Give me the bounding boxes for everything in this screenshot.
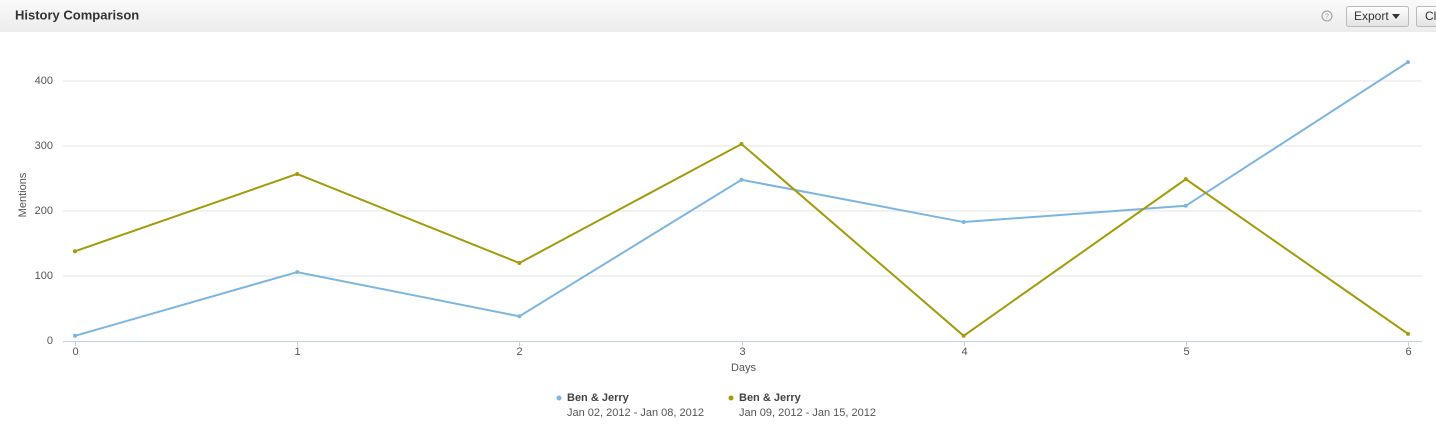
series-line bbox=[74, 61, 1409, 337]
x-tick-label: 1 bbox=[294, 346, 300, 358]
series-line bbox=[74, 142, 1409, 338]
data-point bbox=[1183, 203, 1188, 208]
data-point bbox=[517, 314, 522, 319]
data-point bbox=[73, 333, 77, 338]
legend-marker bbox=[556, 395, 562, 401]
x-tick-label: 0 bbox=[72, 346, 78, 358]
x-tick-label: 3 bbox=[739, 346, 745, 358]
x-tick-label: 6 bbox=[1405, 346, 1411, 358]
data-point bbox=[1406, 331, 1410, 336]
data-point bbox=[295, 171, 300, 176]
x-axis-label: Days bbox=[731, 362, 757, 374]
legend-date-range: Jan 09, 2012 - Jan 15, 2012 bbox=[739, 407, 876, 419]
export-label[interactable]: Export bbox=[1354, 9, 1389, 23]
y-tick-label: 0 bbox=[47, 335, 53, 347]
help-text[interactable]: ? bbox=[1325, 13, 1329, 20]
export-button[interactable] bbox=[1346, 6, 1409, 27]
y-tick-label: 200 bbox=[35, 205, 53, 217]
data-point bbox=[739, 177, 744, 182]
x-tick-label: 4 bbox=[961, 346, 967, 358]
data-point bbox=[1183, 177, 1188, 182]
y-tick-label: 400 bbox=[35, 75, 53, 87]
legend-name: Ben & Jerry bbox=[567, 392, 630, 404]
legend-marker bbox=[728, 395, 734, 401]
cut-button-label[interactable]: Cl bbox=[1425, 9, 1436, 23]
data-point bbox=[517, 261, 522, 265]
legend-name: Ben & Jerry bbox=[739, 392, 802, 404]
header-bar bbox=[0, 0, 1436, 32]
data-point bbox=[295, 270, 300, 275]
export-caret bbox=[1392, 14, 1400, 19]
y-tick-label: 300 bbox=[35, 140, 53, 152]
data-point bbox=[961, 220, 966, 225]
panel-title: History Comparison bbox=[15, 7, 139, 22]
data-point bbox=[739, 142, 744, 147]
y-tick-label: 100 bbox=[35, 270, 53, 282]
y-axis-label: Mentions bbox=[17, 172, 29, 217]
x-tick-label: 2 bbox=[516, 346, 522, 358]
data-point bbox=[73, 249, 77, 254]
data-point bbox=[961, 333, 966, 338]
legend-date-range: Jan 02, 2012 - Jan 08, 2012 bbox=[567, 407, 704, 419]
help-icon[interactable] bbox=[1321, 10, 1333, 22]
cut-button[interactable] bbox=[1416, 6, 1436, 27]
x-tick-label: 5 bbox=[1183, 346, 1189, 358]
data-point bbox=[1406, 60, 1410, 65]
